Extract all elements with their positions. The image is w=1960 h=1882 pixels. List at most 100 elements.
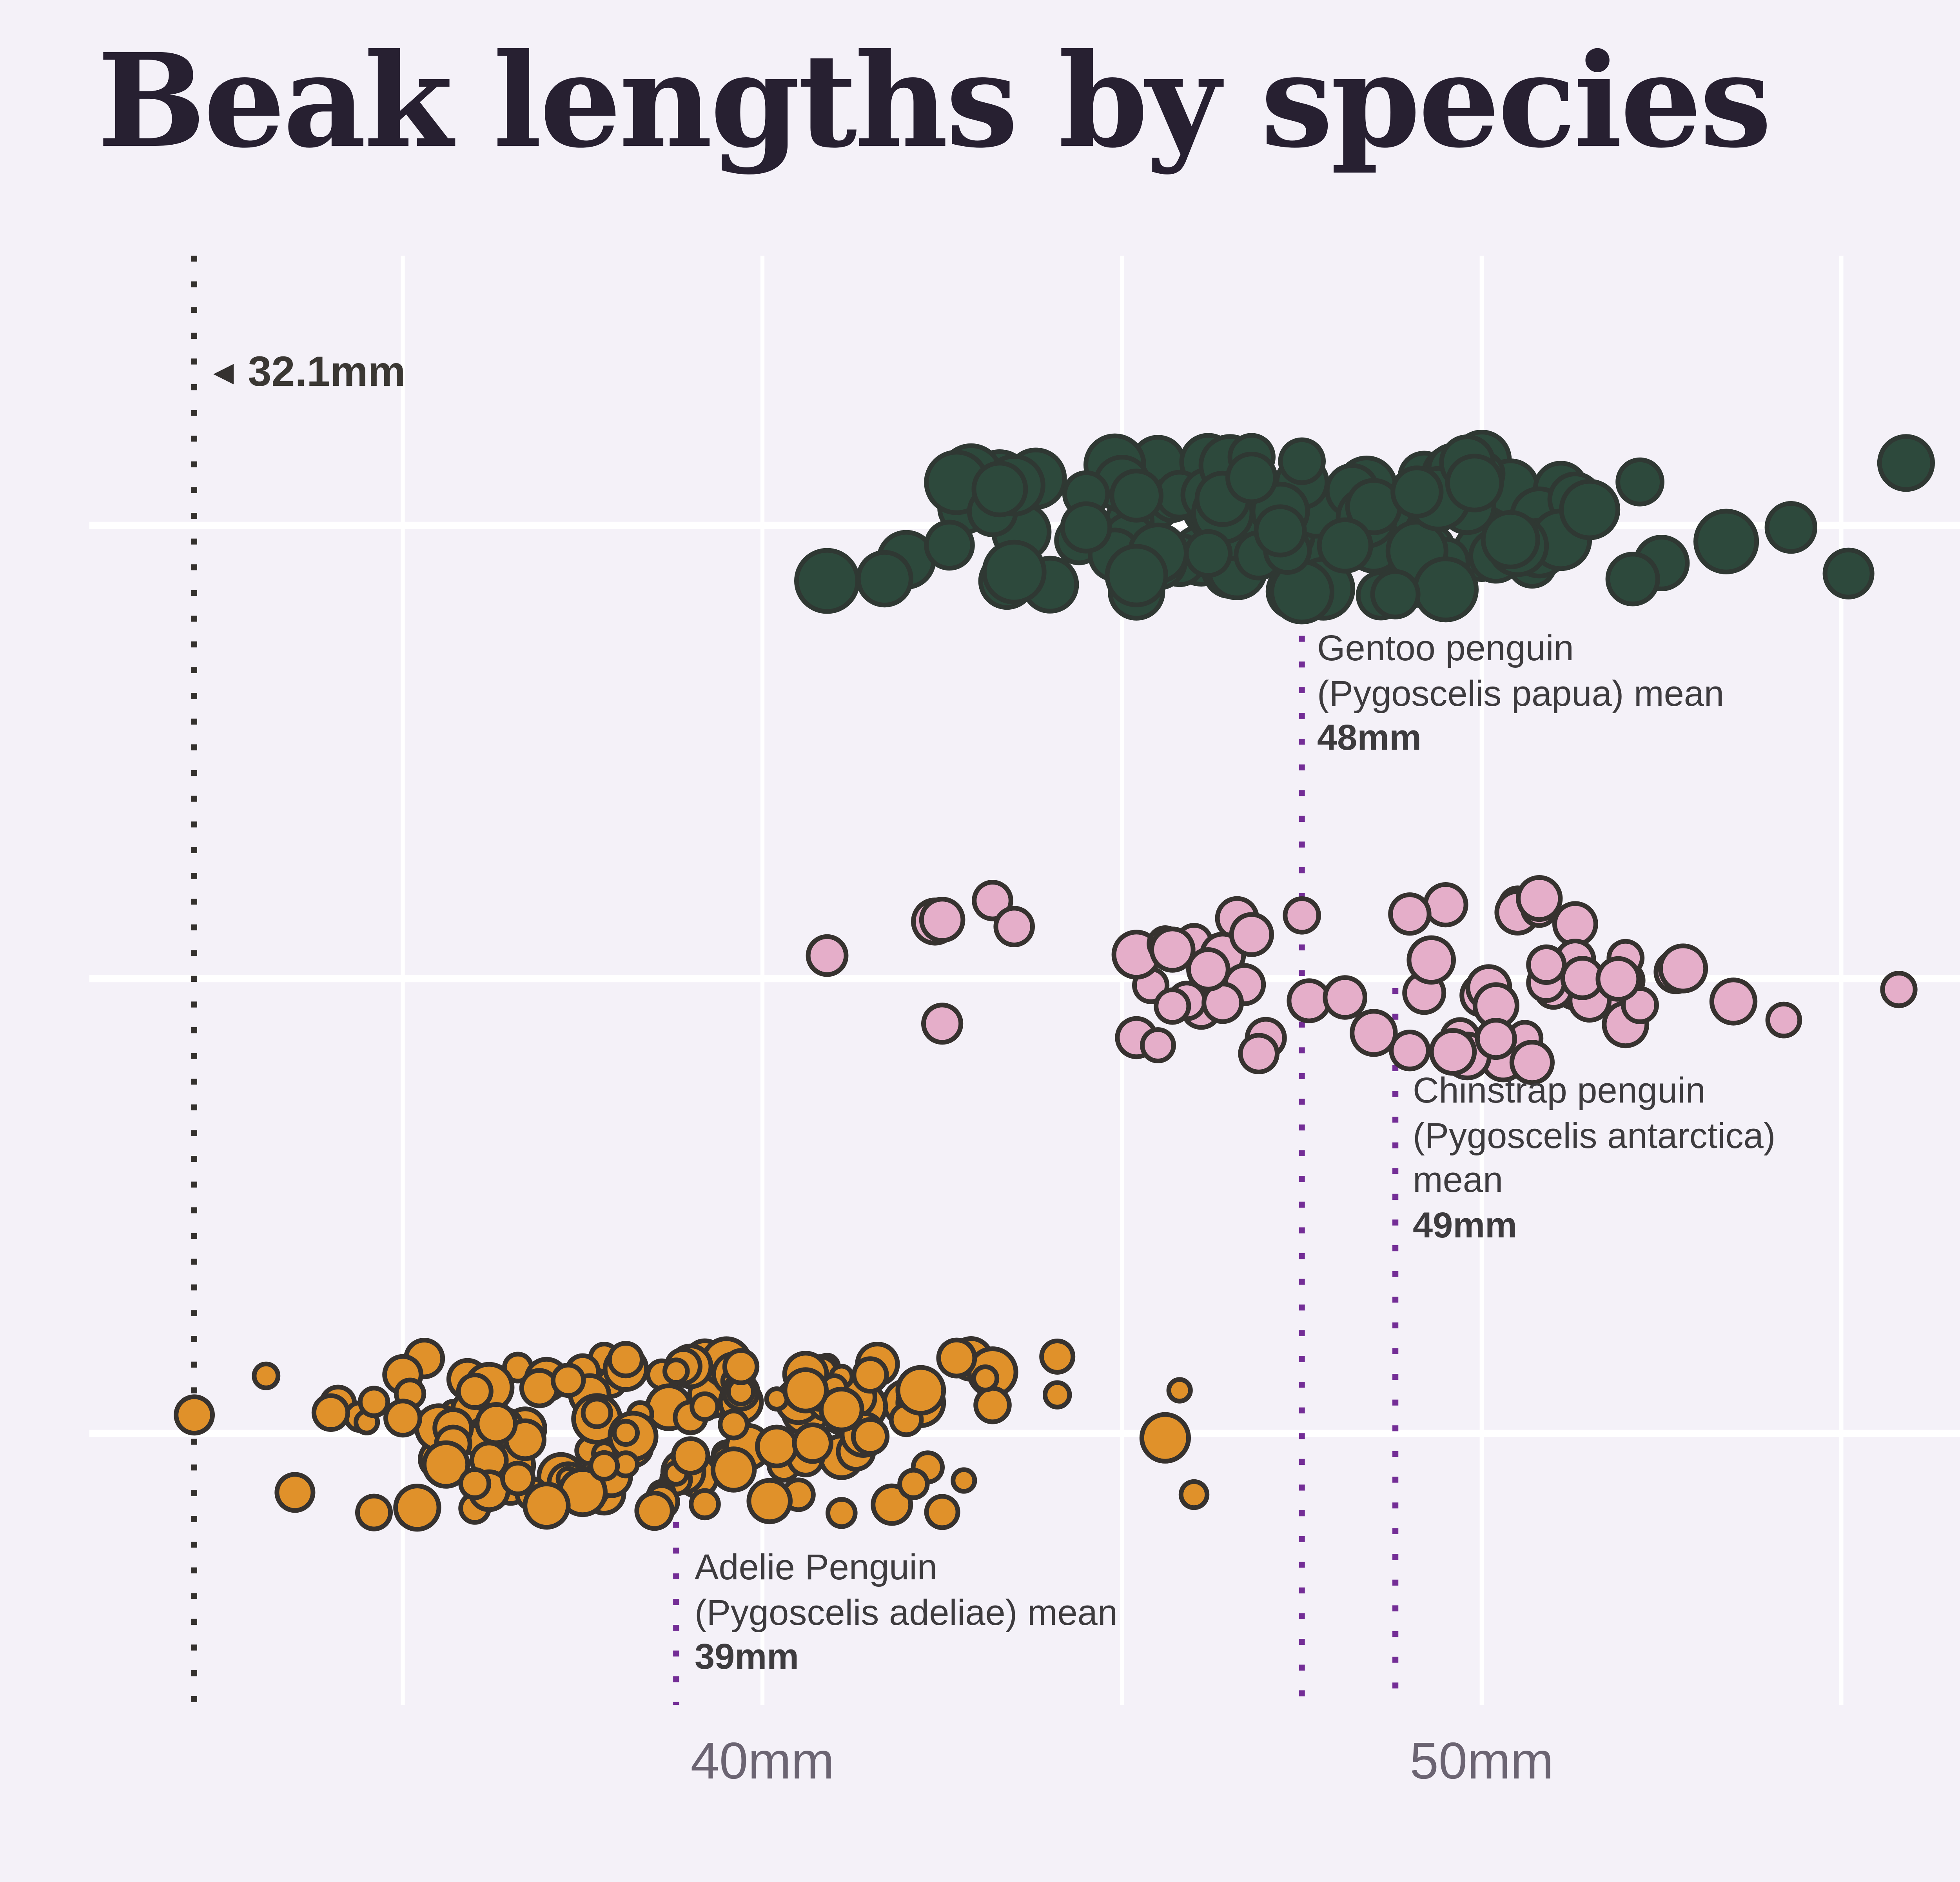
adelie-data-point [383, 1399, 423, 1438]
adelie-data-point [851, 1356, 889, 1394]
gentoo-data-point [1693, 509, 1759, 574]
chinstrap-data-point [1658, 943, 1708, 994]
chinstrap-data-point [1526, 944, 1567, 985]
adelie-data-point [871, 1483, 913, 1526]
gentoo-data-point [1105, 544, 1168, 607]
gentoo-data-point [1445, 454, 1504, 512]
adelie-data-point [792, 1422, 833, 1464]
adelie-data-point [475, 1402, 518, 1445]
adelie-data-point [755, 1424, 799, 1468]
chinstrap-data-point [993, 906, 1035, 947]
chinstrap-data-point [1238, 1033, 1279, 1074]
annotation-value: 48mm [1317, 717, 1421, 758]
chinstrap-data-point [1880, 971, 1918, 1008]
chinstrap-data-point [1552, 901, 1598, 947]
gentoo-data-point [1060, 501, 1112, 554]
gentoo-data-point [1764, 501, 1817, 554]
gentoo-data-point [924, 520, 975, 571]
chinstrap-data-point [1595, 956, 1641, 1002]
chinstrap-data-point [1389, 1030, 1431, 1072]
adelie-data-point [358, 1386, 390, 1418]
chinstrap-data-point [1140, 1027, 1176, 1063]
adelie-data-point [782, 1367, 829, 1413]
annotation-line: mean [1413, 1159, 1503, 1200]
adelie-data-point [936, 1337, 977, 1379]
left-arrow-icon: ◀ [213, 358, 234, 387]
x-tick-label-40mm: 40mm [690, 1731, 835, 1789]
adelie-data-point [722, 1348, 760, 1385]
adelie-data-point [826, 1497, 858, 1529]
gentoo-data-point [1605, 552, 1660, 607]
adelie-data-point [818, 1386, 864, 1432]
adelie-data-point [1139, 1412, 1191, 1464]
chinstrap-data-point [806, 934, 849, 977]
adelie-data-point [311, 1393, 350, 1432]
chinstrap-data-point [1423, 882, 1468, 928]
gentoo-data-point [1278, 437, 1326, 485]
adelie-data-point [634, 1491, 675, 1531]
adelie-data-point [895, 1365, 946, 1416]
adelie-data-point [689, 1488, 721, 1520]
adelie-data-point [523, 1481, 571, 1530]
adelie-data-point [458, 1467, 492, 1500]
adelie-data-point [1178, 1479, 1210, 1510]
gentoo-data-point [1413, 556, 1479, 623]
adelie-data-point [456, 1372, 494, 1410]
gentoo-data-point [971, 461, 1028, 518]
adelie-data-point [662, 1357, 690, 1385]
page-title: Beak lengths by species [97, 27, 1772, 177]
adelie-data-point [550, 1362, 586, 1398]
annotation-line: Gentoo penguin [1317, 627, 1574, 668]
gentoo-data-point [1822, 547, 1875, 599]
chinstrap-data-point [1186, 947, 1230, 992]
gentoo-data-point [1225, 452, 1278, 504]
chinstrap-data-point [1765, 1001, 1802, 1039]
annotation-line: Chinstrap penguin [1413, 1070, 1706, 1110]
adelie-data-point [355, 1493, 393, 1531]
adelie-data-point [1166, 1377, 1193, 1404]
chinstrap-data-point [1475, 1018, 1517, 1060]
x-tick-label-50mm: 50mm [1410, 1731, 1554, 1789]
adelie-data-point [718, 1408, 750, 1441]
gentoo-data-point [1254, 504, 1307, 558]
adelie-data-point [588, 1450, 620, 1482]
gentoo-data-point [1317, 517, 1373, 574]
chinstrap-data-point [1388, 892, 1432, 936]
adelie-mean-annotation: Adelie Penguin (Pygoscelis adeliae) mean… [695, 1545, 1118, 1679]
chinstrap-data-point [1283, 896, 1321, 935]
adelie-data-point [1039, 1339, 1076, 1375]
gentoo-data-point [1184, 529, 1233, 578]
annotation-line: Adelie Penguin [695, 1546, 937, 1587]
adelie-data-point [746, 1478, 793, 1524]
chinstrap-data-point [1406, 935, 1456, 985]
adelie-data-point [971, 1364, 1000, 1393]
adelie-data-point [393, 1484, 441, 1532]
chinstrap-data-point [1516, 875, 1563, 922]
chinstrap-data-point [1149, 926, 1196, 973]
adelie-data-point [924, 1494, 960, 1530]
chinstrap-mean-annotation: Chinstrap penguin (Pygoscelis antarctica… [1413, 1068, 1775, 1247]
gentoo-data-point [1481, 510, 1540, 570]
annotation-line: (Pygoscelis adeliae) mean [695, 1591, 1118, 1632]
chinstrap-data-point [1429, 1028, 1477, 1076]
gentoo-data-point [982, 540, 1047, 605]
gentoo-mean-annotation: Gentoo penguin (Pygoscelis papua) mean 4… [1317, 626, 1724, 760]
chinstrap-data-point [972, 880, 1013, 921]
adelie-data-point [174, 1394, 215, 1436]
gentoo-data-point [1390, 465, 1444, 519]
adelie-data-point [951, 1467, 977, 1494]
annotation-value: 49mm [1413, 1204, 1517, 1244]
chinstrap-data-point [1509, 1040, 1555, 1085]
chinstrap-data-point [1229, 912, 1274, 957]
chinstrap-data-point [1154, 987, 1191, 1025]
gentoo-data-point [1370, 569, 1421, 619]
adelie-data-point [973, 1386, 1012, 1424]
gentoo-data-point [1615, 457, 1665, 507]
annotation-line: (Pygoscelis antarctica) [1413, 1114, 1776, 1155]
chinstrap-data-point [1709, 977, 1758, 1026]
adelie-data-point [607, 1341, 645, 1379]
gentoo-data-point [856, 550, 914, 608]
adelie-data-point [897, 1468, 930, 1501]
gentoo-data-point [794, 548, 860, 614]
